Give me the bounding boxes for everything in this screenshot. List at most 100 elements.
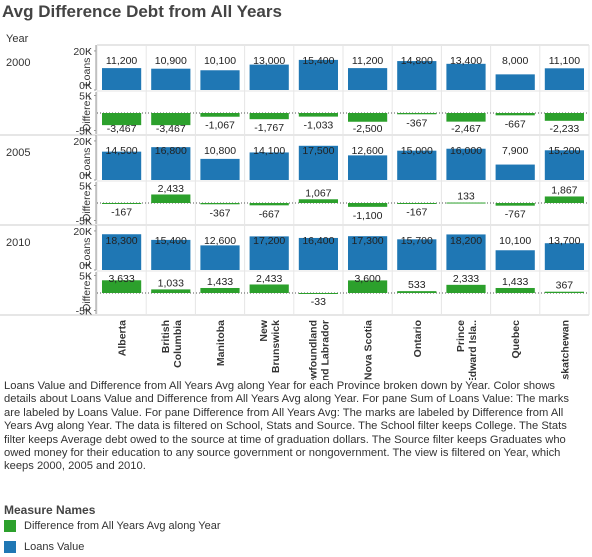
diff-tick-label: -5K	[76, 216, 92, 228]
loans-bar	[544, 68, 584, 90]
diff-data-label: -367	[406, 117, 427, 129]
diff-bar	[446, 202, 486, 204]
diff-tick-label: 5K	[79, 91, 92, 103]
loans-data-label: 16,400	[302, 235, 334, 247]
diff-bar	[544, 113, 584, 121]
loans-bar	[200, 158, 240, 180]
loans-bar	[446, 234, 486, 270]
loans-data-label: 11,200	[106, 55, 137, 67]
legend-label-loans: Loans Value	[24, 541, 85, 553]
loans-data-label: 15,400	[155, 235, 187, 247]
diff-bar	[397, 113, 437, 115]
loans-data-label: 18,300	[106, 235, 138, 247]
legend-swatch-loans	[4, 541, 16, 553]
loans-data-label: 17,300	[352, 235, 384, 247]
loans-data-label: 18,200	[450, 235, 482, 247]
category-label: Quebec	[510, 320, 522, 359]
loans-bar	[200, 70, 240, 90]
loans-data-label: 7,900	[502, 145, 528, 157]
category-label: and Labrador	[319, 320, 331, 380]
loans-bar	[348, 236, 388, 270]
loans-bar	[495, 250, 535, 270]
loans-tick-label: 0K	[79, 170, 92, 182]
loans-bar	[102, 68, 142, 90]
diff-axis-title: Differe..	[81, 95, 93, 132]
category-label: Columbia	[172, 320, 184, 368]
diff-bar	[446, 113, 486, 122]
legend-item-loans[interactable]: Loans Value	[4, 541, 84, 553]
diff-axis-title: Differe..	[81, 275, 93, 312]
category-label: Edward Isla..	[467, 320, 479, 380]
diff-bar	[544, 291, 584, 293]
diff-bar	[348, 203, 388, 207]
diff-data-label: -167	[111, 207, 132, 219]
category-label: Ontario	[412, 320, 424, 357]
loans-bar	[544, 150, 584, 180]
loans-data-label: 17,500	[302, 145, 334, 157]
loans-data-label: 15,400	[302, 55, 334, 67]
loans-data-label: 12,600	[352, 145, 384, 157]
diff-bar	[249, 284, 289, 293]
loans-tick-label: 0K	[79, 80, 92, 92]
diff-data-label: -2,467	[451, 123, 481, 135]
category-label: Prince	[455, 320, 467, 352]
loans-data-label: 8,000	[502, 55, 528, 67]
loans-bar	[151, 68, 191, 90]
legend-item-difference[interactable]: Difference from All Years Avg along Year	[4, 520, 221, 532]
loans-data-label: 14,100	[253, 145, 285, 157]
loans-bar	[151, 239, 191, 270]
diff-data-label: -767	[505, 209, 526, 221]
diff-data-label: 1,033	[158, 277, 184, 289]
loans-data-label: 14,500	[106, 145, 138, 157]
diff-bar	[249, 113, 289, 120]
loans-bar	[249, 64, 289, 90]
loans-bar	[544, 243, 584, 270]
diff-data-label: 1,433	[502, 276, 528, 288]
loans-bar	[298, 59, 338, 90]
loans-data-label: 10,800	[204, 145, 236, 157]
diff-bar	[200, 203, 240, 205]
loans-tick-label: 20K	[73, 46, 92, 58]
category-label: Nova Scotia	[363, 320, 375, 380]
diff-data-label: 2,433	[158, 183, 184, 195]
loans-data-label: 10,900	[155, 55, 187, 67]
diff-data-label: -1,767	[254, 122, 284, 134]
chart-caption: Loans Value and Difference from All Year…	[4, 380, 569, 473]
loans-data-label: 15,700	[401, 235, 433, 247]
year-label: 2000	[6, 57, 30, 69]
diff-data-label: 3,600	[354, 273, 380, 285]
diff-data-label: -2,233	[550, 123, 580, 135]
diff-bar	[151, 113, 191, 126]
diff-data-label: 1,433	[207, 276, 233, 288]
loans-data-label: 14,800	[401, 55, 433, 67]
loans-data-label: 17,200	[253, 235, 285, 247]
diff-data-label: 533	[408, 279, 426, 291]
diff-bar	[446, 284, 486, 293]
category-label: British	[160, 320, 172, 353]
loans-axis-title: Loans ..	[81, 229, 93, 266]
loans-bar	[298, 237, 338, 270]
diff-data-label: -367	[209, 207, 230, 219]
diff-bar	[151, 194, 191, 203]
loans-data-label: 11,100	[549, 55, 580, 67]
loans-bar	[200, 245, 240, 270]
loans-data-label: 10,100	[204, 55, 236, 67]
diff-bar	[544, 196, 584, 203]
year-label: 2005	[6, 147, 30, 159]
chart-title: Avg Difference Debt from All Years	[2, 2, 282, 21]
diff-data-label: -3,467	[107, 123, 137, 135]
year-header: Year	[6, 33, 29, 45]
loans-data-label: 15,000	[401, 145, 433, 157]
loans-tick-label: 0K	[79, 260, 92, 272]
diff-bar	[298, 293, 338, 294]
loans-data-label: 13,000	[253, 55, 285, 67]
legend-label-difference: Difference from All Years Avg along Year	[24, 520, 221, 532]
loans-bar	[397, 61, 437, 90]
loans-data-label: 16,800	[155, 145, 187, 157]
diff-bar	[397, 203, 437, 204]
diff-data-label: -667	[505, 118, 526, 130]
diff-data-label: -167	[406, 207, 427, 219]
loans-data-label: 13,400	[450, 55, 482, 67]
diff-tick-label: -5K	[76, 306, 92, 318]
